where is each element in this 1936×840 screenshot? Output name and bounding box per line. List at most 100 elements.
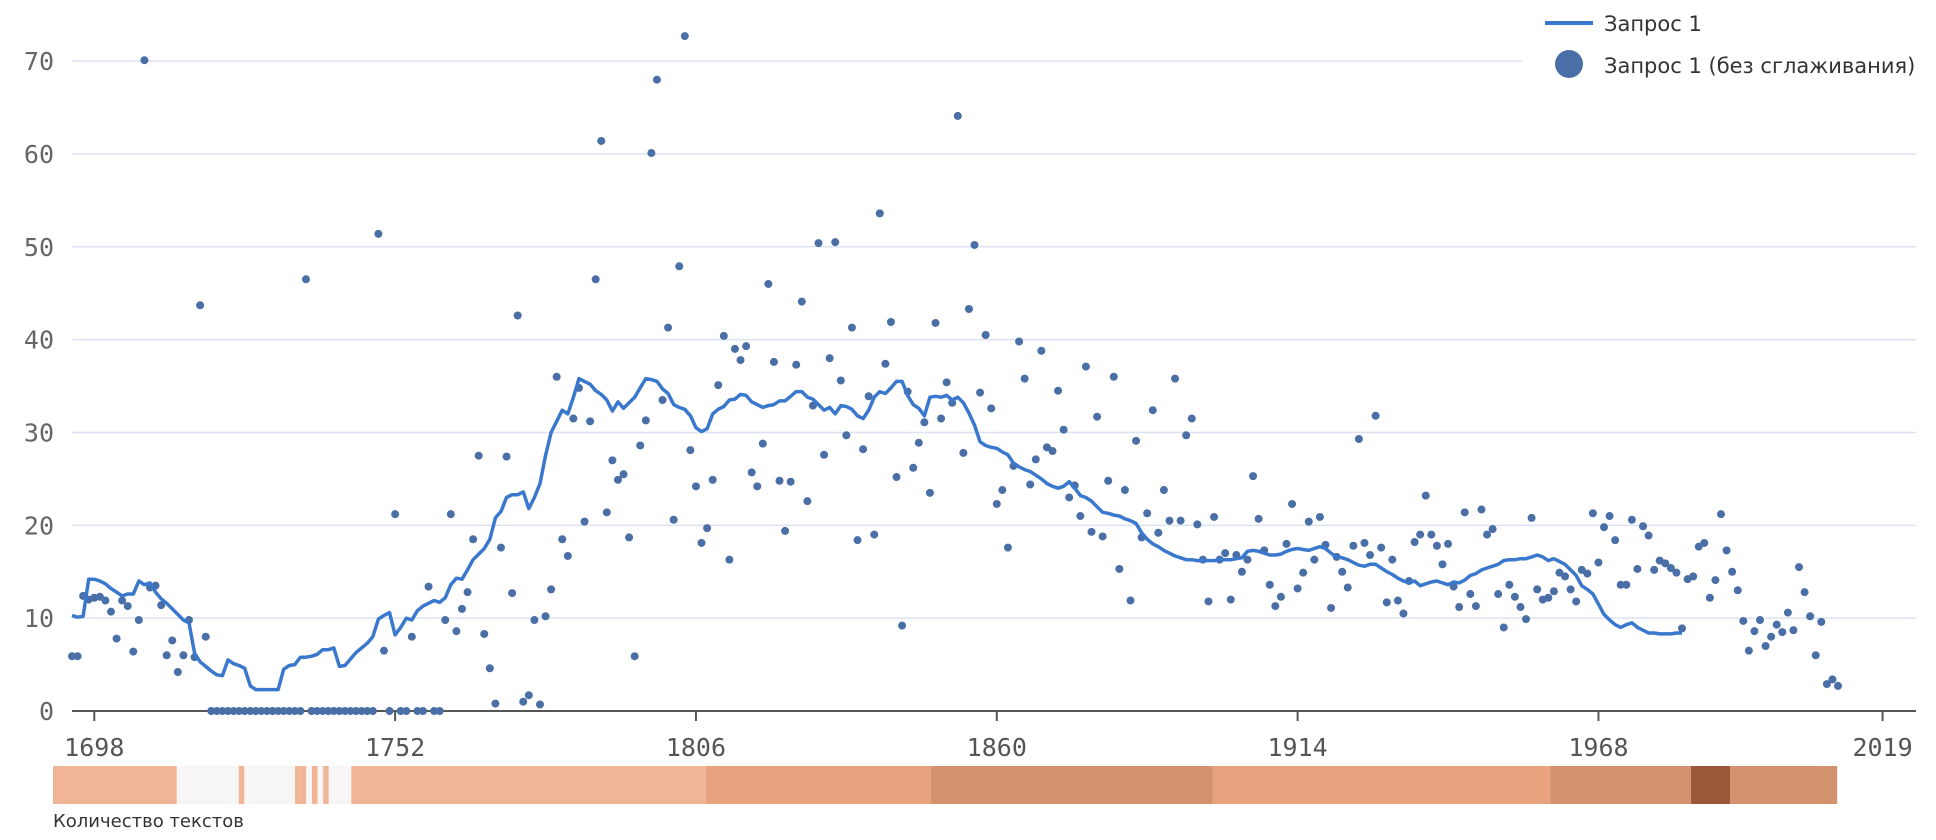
scatter-point bbox=[1772, 620, 1781, 629]
scatter-point bbox=[457, 604, 466, 613]
scatter-point bbox=[346, 707, 355, 715]
scatter-point bbox=[485, 664, 494, 673]
scatter-point bbox=[886, 318, 895, 327]
scatter-point bbox=[1026, 480, 1035, 489]
scatter-point bbox=[357, 707, 366, 715]
scatter-point bbox=[675, 262, 684, 271]
scatter-point bbox=[1789, 626, 1798, 635]
heatmap-cell bbox=[323, 766, 329, 804]
scatter-point bbox=[664, 323, 673, 332]
scatter-point bbox=[1249, 472, 1258, 481]
scatter-point bbox=[619, 470, 628, 479]
scatter-point bbox=[1600, 523, 1609, 532]
legend[interactable]: Запрос 1 Запрос 1 (без сглаживания) bbox=[1545, 12, 1915, 78]
scatter-point bbox=[552, 372, 561, 381]
scatter-point bbox=[781, 526, 790, 535]
scatter-point bbox=[1048, 447, 1057, 456]
scatter-point bbox=[1834, 681, 1843, 690]
scatter-point bbox=[742, 342, 751, 351]
scatter-point bbox=[1282, 539, 1291, 548]
scatter-point bbox=[207, 707, 216, 715]
scatter-point bbox=[129, 647, 138, 656]
scatter-point bbox=[831, 238, 840, 247]
scatter-point bbox=[769, 357, 778, 366]
scatter-point bbox=[1527, 513, 1536, 522]
scatter-point bbox=[1756, 616, 1765, 625]
scatter-point bbox=[842, 431, 851, 440]
heatmap-cell bbox=[1550, 766, 1691, 804]
scatter-point bbox=[1510, 592, 1519, 601]
scatter-point bbox=[1460, 508, 1469, 517]
scatter-point bbox=[1076, 512, 1085, 521]
scatter-point bbox=[591, 275, 600, 284]
scatter-point bbox=[1187, 414, 1196, 423]
scatter-point bbox=[1366, 551, 1375, 560]
scatter-point bbox=[580, 517, 589, 526]
scatter-point bbox=[686, 446, 695, 455]
scatter-point bbox=[1483, 530, 1492, 539]
scatter-point bbox=[1132, 436, 1141, 445]
scatter-point bbox=[641, 416, 650, 425]
scatter-point bbox=[1104, 476, 1113, 485]
scatter-point bbox=[914, 438, 923, 447]
scatter-point bbox=[792, 360, 801, 369]
scatter-point bbox=[814, 239, 823, 248]
scatter-point bbox=[803, 497, 812, 506]
scatter-point bbox=[586, 417, 595, 426]
scatter-point bbox=[491, 699, 500, 708]
scatter-point bbox=[1605, 512, 1614, 521]
scatter-point bbox=[563, 551, 572, 560]
heatmap-cell bbox=[1690, 766, 1731, 804]
scatter-point bbox=[1037, 346, 1046, 355]
scatter-point bbox=[730, 344, 739, 353]
scatter-point bbox=[775, 476, 784, 485]
scatter-point bbox=[758, 439, 767, 448]
scatter-point bbox=[262, 707, 271, 715]
scatter-point bbox=[964, 305, 973, 314]
scatter-point bbox=[1783, 608, 1792, 617]
legend-point-swatch bbox=[1555, 50, 1583, 78]
x-tick-label: 1698 bbox=[64, 733, 124, 762]
scatter-point bbox=[1343, 583, 1352, 592]
scatter-point bbox=[1516, 603, 1525, 612]
scatter-point bbox=[235, 707, 244, 715]
scatter-point bbox=[998, 486, 1007, 495]
scatter-point bbox=[1304, 517, 1313, 526]
scatter-point bbox=[1015, 337, 1024, 346]
y-tick-label: 70 bbox=[24, 47, 54, 76]
scatter-point bbox=[519, 697, 528, 706]
x-axis-ticks: 1698 1752 1806 1860 1914 1968 2019 bbox=[64, 711, 1913, 762]
scatter-point bbox=[1271, 602, 1280, 611]
scatter-point bbox=[864, 392, 873, 401]
scatter-point bbox=[1438, 560, 1447, 569]
x-tick-label: 1860 bbox=[967, 733, 1027, 762]
scatter-point bbox=[1494, 590, 1503, 599]
heatmap-cell bbox=[351, 766, 706, 804]
scatter-point bbox=[992, 499, 1001, 508]
scatter-point bbox=[636, 441, 645, 450]
scatter-point bbox=[1143, 509, 1152, 518]
scatter-point bbox=[335, 707, 344, 715]
scatter-point bbox=[1533, 585, 1542, 594]
heatmap-cell bbox=[705, 766, 932, 804]
scatter-point bbox=[1705, 593, 1714, 602]
scatter-point bbox=[1572, 597, 1581, 606]
scatter-point bbox=[196, 301, 205, 310]
scatter-point bbox=[1182, 431, 1191, 440]
y-tick-label: 30 bbox=[24, 418, 54, 447]
heatmap-cell bbox=[244, 766, 296, 804]
scatter-point bbox=[1165, 516, 1174, 525]
series-line-smoothed bbox=[71, 376, 1682, 692]
scatter-point bbox=[1093, 412, 1102, 421]
scatter-point bbox=[1159, 486, 1168, 495]
scatter-point bbox=[246, 707, 255, 715]
scatter-point bbox=[106, 607, 115, 616]
scatter-point bbox=[541, 612, 550, 621]
scatter-point bbox=[1020, 374, 1029, 383]
scatter-point bbox=[1583, 569, 1592, 578]
scatter-point bbox=[1778, 628, 1787, 637]
y-axis-ticks: 0 10 20 30 40 50 60 70 bbox=[24, 47, 54, 726]
scatter-point bbox=[385, 707, 394, 715]
scatter-point bbox=[1388, 555, 1397, 564]
